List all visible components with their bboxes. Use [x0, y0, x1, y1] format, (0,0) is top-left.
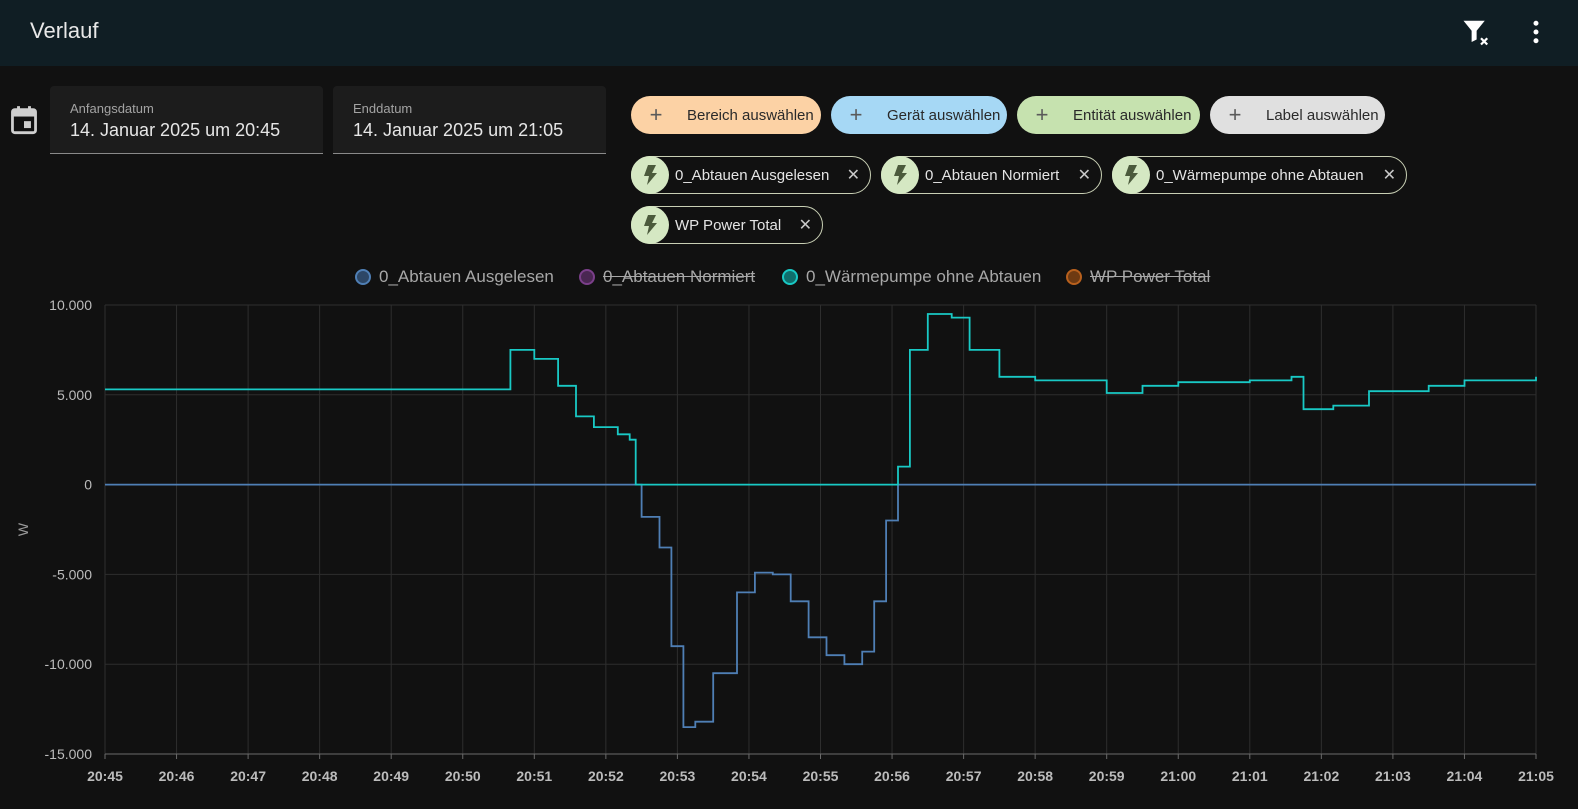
- label-picker-button[interactable]: + Label auswählen: [1210, 96, 1385, 134]
- x-tick-label: 20:57: [946, 768, 982, 784]
- device-picker-button[interactable]: + Gerät auswählen: [831, 96, 1007, 134]
- entity-chip-label: WP Power Total: [675, 216, 782, 234]
- close-icon[interactable]: ✕: [1382, 167, 1396, 184]
- legend-swatch: [1066, 269, 1082, 285]
- x-tick-label: 21:02: [1303, 768, 1339, 784]
- close-icon[interactable]: ✕: [846, 167, 860, 184]
- x-tick-label: 20:46: [159, 768, 195, 784]
- legend-item[interactable]: WP Power Total: [1066, 266, 1210, 288]
- lightning-bolt-icon: [631, 206, 669, 244]
- label-picker-label: Label auswählen: [1266, 106, 1379, 124]
- x-tick-label: 20:56: [874, 768, 910, 784]
- legend-label: 0_Abtauen Ausgelesen: [379, 267, 554, 286]
- device-picker-label: Gerät auswählen: [887, 106, 1001, 124]
- entity-chip-label: 0_Abtauen Ausgelesen: [675, 166, 830, 184]
- x-tick-label: 20:55: [803, 768, 839, 784]
- x-tick-label: 20:58: [1017, 768, 1053, 784]
- y-tick-label: 5.000: [57, 387, 92, 403]
- x-tick-label: 20:51: [516, 768, 552, 784]
- plus-icon: +: [1035, 102, 1049, 127]
- filter-remove-icon[interactable]: [1461, 17, 1491, 47]
- entity-chip-label: 0_Wärmepumpe ohne Abtauen: [1156, 166, 1364, 184]
- legend-swatch: [782, 269, 798, 285]
- legend-label: 0_Wärmepumpe ohne Abtauen: [806, 267, 1042, 286]
- x-tick-label: 20:59: [1089, 768, 1125, 784]
- plus-icon: +: [849, 102, 863, 127]
- x-tick-label: 20:52: [588, 768, 624, 784]
- legend-label: 0_Abtauen Normiert: [603, 267, 756, 286]
- plus-icon: +: [1228, 102, 1242, 127]
- end-date-value: 14. Januar 2025 um 21:05: [353, 120, 564, 140]
- entity-chip[interactable]: 0_Abtauen Ausgelesen ✕: [631, 156, 871, 194]
- history-chart[interactable]: 10.000 5.000 0 -5.000 -10.000 -15.000 20:45 20:…: [0, 290, 1578, 809]
- entity-picker-label: Entität auswählen: [1073, 106, 1192, 124]
- x-tick-label: 21:03: [1375, 768, 1411, 784]
- x-tick-label: 20:47: [230, 768, 266, 784]
- area-picker-button[interactable]: + Bereich auswählen: [631, 96, 821, 134]
- end-date-label: Enddatum: [353, 101, 413, 116]
- x-tick-label: 21:01: [1232, 768, 1268, 784]
- lightning-bolt-icon: [631, 156, 669, 194]
- entity-chip[interactable]: WP Power Total ✕: [631, 206, 823, 244]
- y-tick-label: 0: [84, 477, 92, 493]
- x-tick-label: 20:48: [302, 768, 338, 784]
- entity-picker-button[interactable]: + Entität auswählen: [1017, 96, 1200, 134]
- series-line-0-w-rmepumpe-ohne-abtauen[interactable]: [105, 313, 1537, 486]
- area-picker-label: Bereich auswählen: [687, 106, 814, 124]
- series-line-0-abtauen-ausgelesen[interactable]: [105, 483, 1536, 728]
- start-date-field[interactable]: Anfangsdatum 14. Januar 2025 um 20:45: [50, 86, 323, 154]
- close-icon[interactable]: ✕: [798, 217, 812, 234]
- plus-icon: +: [649, 102, 663, 127]
- x-tick-label: 20:50: [445, 768, 481, 784]
- x-tick-label: 21:04: [1447, 768, 1483, 784]
- start-date-value: 14. Januar 2025 um 20:45: [70, 120, 281, 140]
- x-tick-label: 20:45: [87, 768, 123, 784]
- entity-chip[interactable]: 0_Wärmepumpe ohne Abtauen ✕: [1112, 156, 1407, 194]
- legend-swatch: [355, 269, 371, 285]
- x-tick-label: 20:53: [659, 768, 695, 784]
- x-tick-label: 20:54: [731, 768, 767, 784]
- y-tick-label: -10.000: [45, 656, 93, 672]
- legend-swatch: [579, 269, 595, 285]
- calendar-icon: [11, 106, 37, 135]
- entity-chip[interactable]: 0_Abtauen Normiert ✕: [881, 156, 1102, 194]
- dots-vertical-icon[interactable]: [1521, 17, 1551, 47]
- start-date-label: Anfangsdatum: [70, 101, 154, 116]
- lightning-bolt-icon: [881, 156, 919, 194]
- legend-item[interactable]: 0_Abtauen Ausgelesen: [355, 266, 554, 288]
- y-tick-label: -5.000: [52, 566, 92, 582]
- x-tick-label: 21:05: [1518, 768, 1554, 784]
- y-axis-label: W: [15, 522, 31, 536]
- page-title: Verlauf: [30, 18, 99, 43]
- x-tick-label: 20:49: [373, 768, 409, 784]
- x-tick-label: 21:00: [1160, 768, 1196, 784]
- end-date-field[interactable]: Enddatum 14. Januar 2025 um 21:05: [333, 86, 606, 154]
- y-tick-label: -15.000: [45, 746, 93, 762]
- y-tick-label: 10.000: [49, 297, 92, 313]
- entity-chip-label: 0_Abtauen Normiert: [925, 166, 1060, 184]
- top-app-bar: Verlauf: [0, 0, 1578, 66]
- legend-item[interactable]: 0_Abtauen Normiert: [579, 266, 755, 288]
- close-icon[interactable]: ✕: [1077, 167, 1091, 184]
- legend-item[interactable]: 0_Wärmepumpe ohne Abtauen: [782, 266, 1041, 288]
- legend-label: WP Power Total: [1090, 267, 1211, 286]
- lightning-bolt-icon: [1112, 156, 1150, 194]
